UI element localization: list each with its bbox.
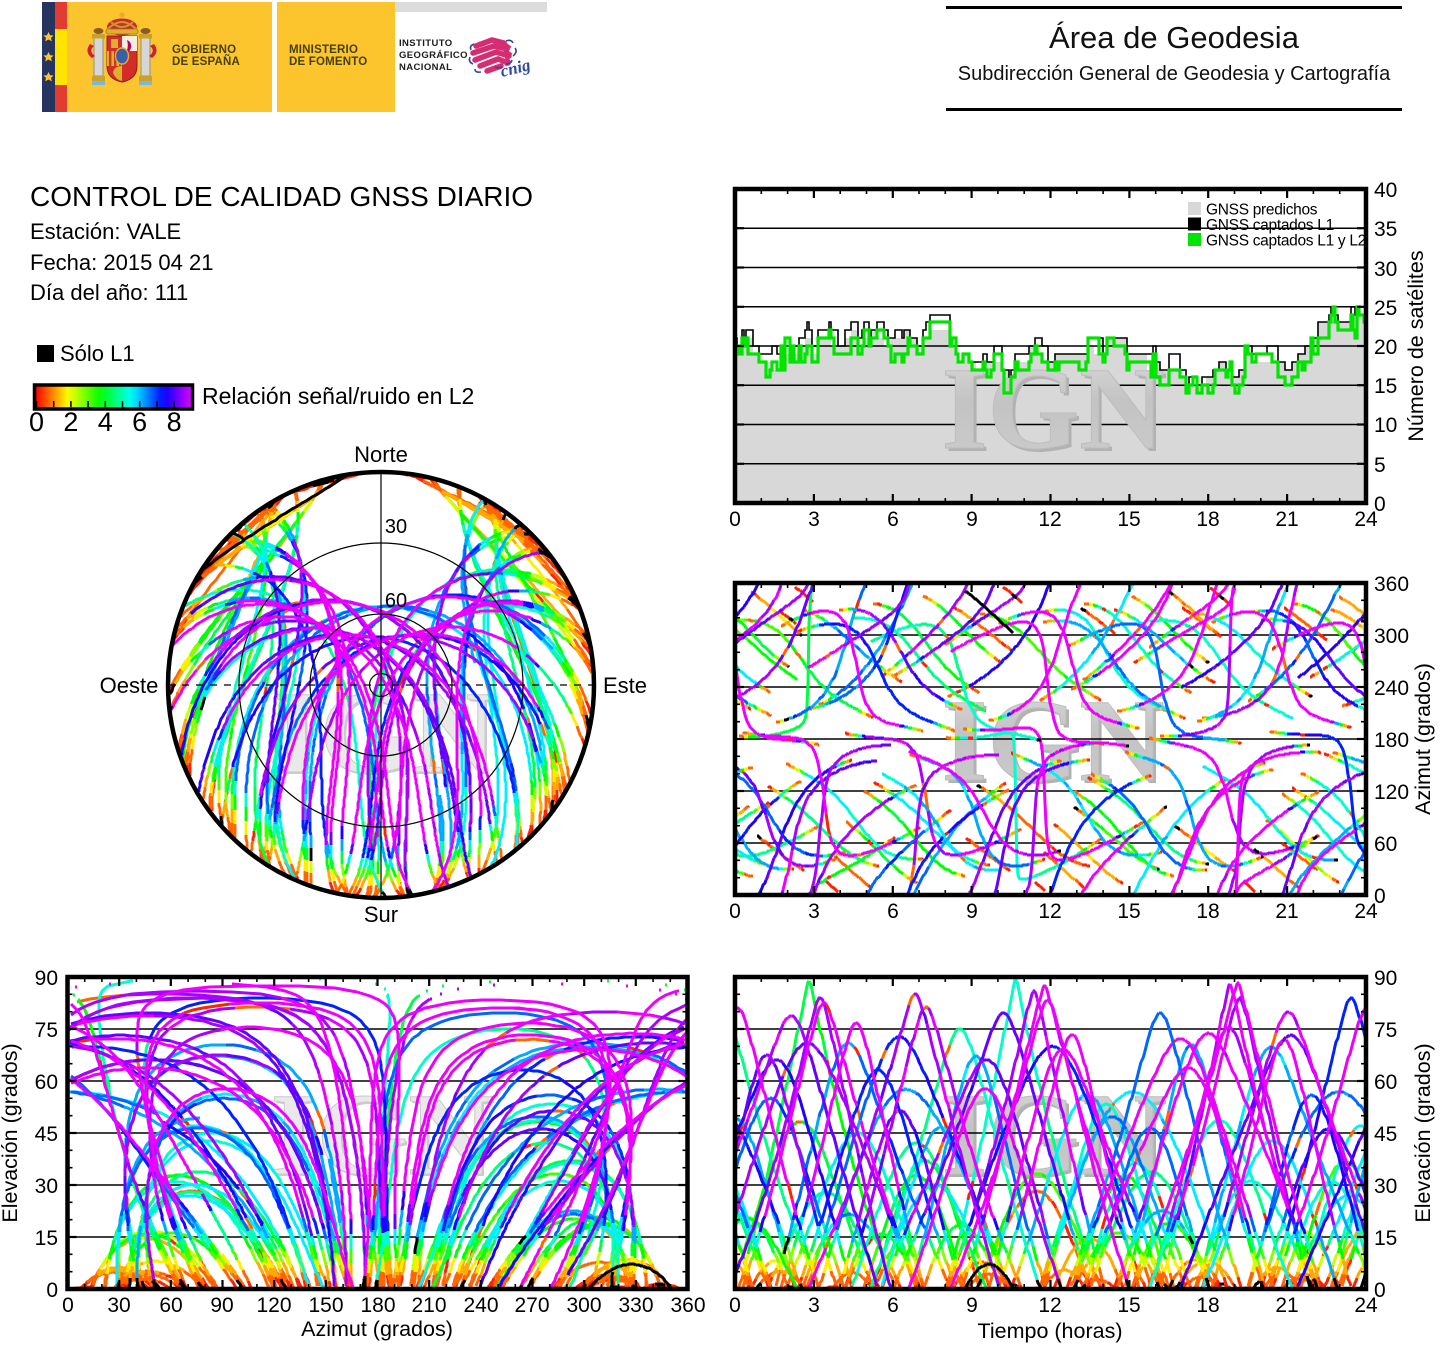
svg-text:75: 75 xyxy=(35,1019,58,1042)
svg-text:15: 15 xyxy=(1374,1227,1397,1250)
svg-text:0: 0 xyxy=(729,508,741,531)
svg-text:25: 25 xyxy=(1374,297,1397,320)
svg-text:0: 0 xyxy=(46,1279,58,1302)
svg-text:15: 15 xyxy=(1374,375,1397,398)
svg-text:30: 30 xyxy=(385,516,407,538)
svg-text:24: 24 xyxy=(1354,1294,1378,1317)
svg-text:0: 0 xyxy=(1374,1279,1386,1302)
svg-text:9: 9 xyxy=(966,1294,978,1317)
svg-text:330: 330 xyxy=(618,1294,653,1317)
svg-text:0: 0 xyxy=(1374,885,1386,908)
svg-text:40: 40 xyxy=(1374,179,1397,202)
svg-text:0: 0 xyxy=(1374,493,1386,516)
svg-text:270: 270 xyxy=(514,1294,549,1317)
svg-text:0: 0 xyxy=(729,900,741,923)
svg-text:Este: Este xyxy=(603,673,647,698)
svg-text:21: 21 xyxy=(1275,900,1298,923)
svg-text:0: 0 xyxy=(62,1294,74,1317)
svg-text:4: 4 xyxy=(98,407,113,437)
svg-text:Día del año: 111: Día del año: 111 xyxy=(30,280,188,305)
svg-text:6: 6 xyxy=(887,508,899,531)
svg-text:8: 8 xyxy=(167,407,182,437)
svg-text:30: 30 xyxy=(107,1294,130,1317)
svg-text:0: 0 xyxy=(29,407,44,437)
svg-text:35: 35 xyxy=(1374,218,1397,241)
svg-text:15: 15 xyxy=(35,1227,58,1250)
svg-text:90: 90 xyxy=(1374,967,1397,990)
svg-text:Estación: VALE: Estación: VALE xyxy=(30,219,181,244)
svg-text:3: 3 xyxy=(808,1294,820,1317)
svg-text:9: 9 xyxy=(966,900,978,923)
svg-text:5: 5 xyxy=(1374,454,1386,477)
svg-text:60: 60 xyxy=(1374,833,1397,856)
svg-text:240: 240 xyxy=(1374,677,1409,700)
svg-text:GNSS captados L1: GNSS captados L1 xyxy=(1206,217,1334,234)
svg-text:GNSS predichos: GNSS predichos xyxy=(1206,202,1318,219)
svg-text:300: 300 xyxy=(1374,625,1409,648)
svg-text:45: 45 xyxy=(1374,1123,1397,1146)
svg-text:Número de satélites: Número de satélites xyxy=(1404,250,1428,441)
svg-text:6: 6 xyxy=(887,1294,899,1317)
svg-text:60: 60 xyxy=(1374,1071,1397,1094)
svg-text:Azimut (grados): Azimut (grados) xyxy=(1411,663,1435,815)
svg-text:Sólo L1: Sólo L1 xyxy=(60,341,135,366)
svg-text:15: 15 xyxy=(1117,508,1140,531)
svg-text:3: 3 xyxy=(808,900,820,923)
svg-text:45: 45 xyxy=(35,1123,58,1146)
svg-text:30: 30 xyxy=(1374,258,1397,281)
svg-text:Relación señal/ruido en L2: Relación señal/ruido en L2 xyxy=(202,383,474,409)
svg-text:90: 90 xyxy=(35,967,58,990)
svg-text:Norte: Norte xyxy=(354,442,408,467)
svg-text:18: 18 xyxy=(1196,900,1219,923)
svg-text:60: 60 xyxy=(35,1071,58,1094)
svg-text:75: 75 xyxy=(1374,1019,1397,1042)
svg-text:120: 120 xyxy=(1374,781,1409,804)
svg-text:15: 15 xyxy=(1117,900,1140,923)
svg-text:CONTROL DE CALIDAD GNSS DIARIO: CONTROL DE CALIDAD GNSS DIARIO xyxy=(30,181,533,212)
svg-text:3: 3 xyxy=(808,508,820,531)
svg-text:12: 12 xyxy=(1038,508,1061,531)
svg-text:21: 21 xyxy=(1275,508,1298,531)
svg-text:240: 240 xyxy=(463,1294,498,1317)
svg-text:9: 9 xyxy=(966,508,978,531)
svg-text:300: 300 xyxy=(566,1294,601,1317)
svg-text:Azimut (grados): Azimut (grados) xyxy=(301,1317,453,1341)
svg-text:15: 15 xyxy=(1117,1294,1140,1317)
svg-text:210: 210 xyxy=(411,1294,446,1317)
svg-text:18: 18 xyxy=(1196,1294,1219,1317)
svg-text:Elevación (grados): Elevación (grados) xyxy=(1411,1043,1435,1222)
svg-text:24: 24 xyxy=(1354,900,1378,923)
svg-text:18: 18 xyxy=(1196,508,1219,531)
svg-text:24: 24 xyxy=(1354,508,1378,531)
svg-text:60: 60 xyxy=(159,1294,182,1317)
svg-text:360: 360 xyxy=(670,1294,705,1317)
svg-text:120: 120 xyxy=(256,1294,291,1317)
svg-text:IGN: IGN xyxy=(942,675,1165,806)
svg-text:Tiempo (horas): Tiempo (horas) xyxy=(978,1319,1123,1343)
svg-text:180: 180 xyxy=(1374,729,1409,752)
svg-text:60: 60 xyxy=(385,590,407,612)
svg-text:30: 30 xyxy=(1374,1175,1397,1198)
svg-text:12: 12 xyxy=(1038,1294,1061,1317)
svg-text:6: 6 xyxy=(132,407,147,437)
svg-text:6: 6 xyxy=(887,900,899,923)
svg-text:150: 150 xyxy=(308,1294,343,1317)
svg-text:180: 180 xyxy=(360,1294,395,1317)
svg-text:0: 0 xyxy=(729,1294,741,1317)
svg-text:Oeste: Oeste xyxy=(100,673,159,698)
svg-text:Elevación (grados): Elevación (grados) xyxy=(0,1043,22,1222)
svg-text:30: 30 xyxy=(35,1175,58,1198)
svg-text:GNSS captados L1 y L2: GNSS captados L1 y L2 xyxy=(1206,233,1366,250)
svg-text:20: 20 xyxy=(1374,336,1397,359)
svg-text:Sur: Sur xyxy=(364,902,398,927)
svg-text:Fecha: 2015 04 21: Fecha: 2015 04 21 xyxy=(30,250,213,275)
svg-text:2: 2 xyxy=(63,407,78,437)
svg-text:90: 90 xyxy=(210,1294,233,1317)
svg-text:360: 360 xyxy=(1374,573,1409,596)
svg-text:21: 21 xyxy=(1275,1294,1298,1317)
svg-text:10: 10 xyxy=(1374,414,1397,437)
svg-text:12: 12 xyxy=(1038,900,1061,923)
